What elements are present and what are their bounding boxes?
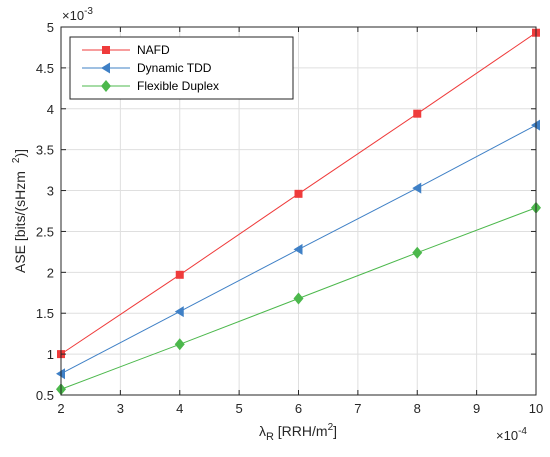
y-tick-label: 3 [47,184,54,199]
y-exponent-label: ×10-3 [62,6,93,23]
x-tick-label: 3 [117,401,124,416]
x-axis-label: λR [RRH/m2] [259,422,337,443]
x-tick-label: 7 [354,401,361,416]
legend-marker [101,62,110,74]
y-tick-label: 5 [47,20,54,35]
x-exponent-label: ×10-4 [496,426,527,443]
data-point [175,270,184,279]
ticks: 2 3 4 5 6 7 8 9 10 0.5 1 1.5 2 2.5 3 3.5 4 4.5 5 [36,20,543,416]
y-tick-label: 2.5 [36,224,54,239]
y-tick-label: 4 [47,102,54,117]
legend-marker [102,46,110,54]
legend-label: NAFD [137,43,170,57]
series-1 [56,119,540,380]
legend-label: Flexible Duplex [137,79,219,93]
y-tick-label: 4.5 [36,61,54,76]
series-2 [56,201,541,396]
data-point [174,306,184,318]
y-tick-label: 3.5 [36,143,54,158]
data-point [174,338,185,351]
x-tick-label: 5 [236,401,243,416]
data-point [413,109,422,118]
y-axis-label: ASE [bits/(sHzm2)] [11,149,28,273]
x-tick-label: 6 [295,401,302,416]
data-point [294,189,303,198]
x-tick-label: 2 [57,401,64,416]
x-tick-label: 10 [529,401,543,416]
y-tick-label: 1.5 [36,306,54,321]
data-point [412,246,423,259]
legend: NAFD Dynamic TDD Flexible Duplex [69,36,294,100]
data-point [293,243,303,255]
y-tick-label: 2 [47,265,54,280]
legend-item: NAFD [82,43,170,57]
x-tick-label: 8 [414,401,421,416]
legend-marker [101,80,111,92]
x-tick-label: 9 [473,401,480,416]
legend-items: NAFD Dynamic TDD Flexible Duplex [82,43,219,93]
y-tick-label: 1 [47,347,54,362]
x-tick-label: 4 [176,401,183,416]
legend-label: Dynamic TDD [137,61,212,75]
legend-item: Dynamic TDD [82,61,212,75]
data-point [412,182,422,194]
data-point [293,292,304,305]
legend-item: Flexible Duplex [82,79,219,93]
y-tick-label: 0.5 [36,388,54,403]
